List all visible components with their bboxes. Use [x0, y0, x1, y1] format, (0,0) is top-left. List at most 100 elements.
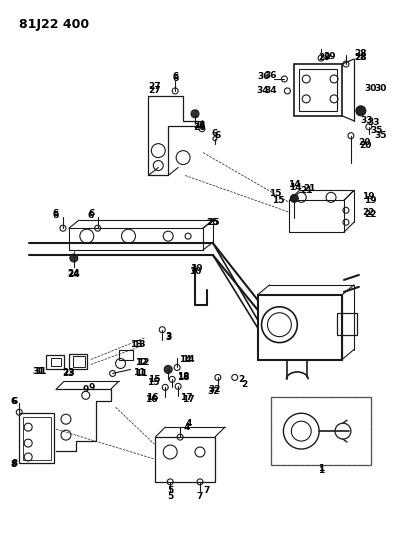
Text: 28: 28: [354, 53, 367, 62]
Text: 14: 14: [288, 180, 301, 189]
Text: 8: 8: [11, 459, 17, 469]
Bar: [19, 413, 54, 463]
Bar: [73, 356, 85, 367]
Text: 30: 30: [375, 84, 387, 93]
Text: 8: 8: [10, 461, 16, 470]
Text: 12: 12: [135, 358, 148, 367]
Bar: [272, 397, 371, 465]
Text: 15: 15: [269, 189, 282, 198]
Text: 1: 1: [318, 464, 324, 473]
Bar: [118, 350, 133, 360]
Text: 16: 16: [146, 393, 158, 402]
Text: 5: 5: [167, 492, 173, 502]
Bar: [23, 417, 51, 460]
Text: 6: 6: [212, 129, 218, 138]
Text: 33: 33: [367, 118, 380, 127]
Text: 25: 25: [207, 218, 219, 227]
Text: 6: 6: [172, 72, 178, 82]
Text: 19: 19: [362, 192, 375, 201]
Circle shape: [191, 110, 199, 118]
Text: 14: 14: [289, 183, 302, 192]
Text: 21: 21: [303, 184, 316, 193]
Text: 7: 7: [197, 492, 203, 502]
Text: 6: 6: [11, 397, 17, 406]
Text: 27: 27: [148, 83, 161, 92]
Text: 1: 1: [318, 466, 324, 475]
Text: 2: 2: [238, 375, 245, 384]
Text: 16: 16: [145, 395, 157, 404]
Text: 34: 34: [264, 86, 277, 95]
Text: 6: 6: [10, 397, 16, 406]
Text: 14: 14: [179, 355, 191, 364]
Text: 24: 24: [68, 270, 80, 279]
Text: 6: 6: [89, 209, 95, 218]
Text: 5: 5: [167, 486, 173, 495]
Text: 6: 6: [172, 75, 178, 84]
Text: 12: 12: [137, 358, 150, 367]
Text: 32: 32: [208, 387, 220, 396]
Bar: [69, 353, 87, 369]
Text: 6: 6: [88, 211, 94, 220]
Text: 15: 15: [147, 378, 159, 387]
Bar: [51, 358, 61, 367]
Text: 18: 18: [177, 372, 189, 381]
Text: 25: 25: [208, 218, 220, 227]
Bar: [294, 64, 342, 116]
Text: 26: 26: [194, 123, 206, 132]
Bar: [337, 313, 357, 335]
Text: 3: 3: [165, 332, 171, 341]
Text: 36: 36: [257, 72, 270, 82]
Text: 15: 15: [148, 375, 160, 384]
Text: 20: 20: [360, 141, 372, 150]
Text: 24: 24: [68, 270, 80, 278]
Text: 17: 17: [180, 393, 192, 402]
Text: 31: 31: [35, 367, 48, 376]
Text: 6: 6: [215, 131, 221, 140]
Text: 13: 13: [130, 340, 143, 349]
Bar: [155, 437, 215, 482]
Text: 3: 3: [165, 333, 171, 342]
Text: 36: 36: [264, 71, 277, 80]
Text: 35: 35: [371, 126, 383, 135]
Text: 6: 6: [53, 209, 59, 218]
Text: 26: 26: [194, 121, 206, 130]
Text: 14: 14: [182, 355, 194, 364]
Text: 23: 23: [63, 369, 75, 378]
Text: 9: 9: [89, 383, 95, 392]
Text: 7: 7: [204, 486, 210, 495]
Text: 13: 13: [133, 340, 146, 349]
Text: 34: 34: [257, 86, 270, 95]
Text: 21: 21: [300, 186, 312, 195]
Text: 4: 4: [186, 419, 192, 427]
Text: 18: 18: [177, 373, 189, 382]
Text: 35: 35: [375, 131, 387, 140]
Text: 19: 19: [364, 196, 377, 205]
Text: 23: 23: [63, 368, 75, 377]
Bar: [272, 397, 371, 465]
Text: 32: 32: [209, 385, 221, 394]
Text: 17: 17: [182, 395, 194, 404]
Bar: [46, 354, 64, 369]
Text: 28: 28: [354, 53, 367, 62]
Text: 30: 30: [364, 84, 377, 93]
Text: 15: 15: [272, 196, 284, 205]
Text: 33: 33: [360, 116, 373, 125]
Text: 29: 29: [318, 53, 330, 62]
Text: 4: 4: [184, 423, 190, 432]
Text: 11: 11: [135, 369, 148, 378]
Text: 10: 10: [189, 268, 201, 277]
Text: 11: 11: [133, 368, 146, 377]
Circle shape: [356, 106, 366, 116]
Text: 31: 31: [33, 367, 46, 376]
Text: 2: 2: [242, 380, 248, 389]
Text: 20: 20: [359, 138, 371, 147]
Circle shape: [164, 366, 172, 374]
Bar: [299, 69, 337, 111]
Text: 29: 29: [323, 52, 335, 61]
Text: 9: 9: [83, 385, 89, 394]
Circle shape: [290, 195, 298, 203]
Text: 10: 10: [190, 264, 202, 273]
Circle shape: [70, 254, 78, 262]
Text: 22: 22: [363, 208, 375, 217]
Text: 81J22 400: 81J22 400: [19, 18, 89, 31]
